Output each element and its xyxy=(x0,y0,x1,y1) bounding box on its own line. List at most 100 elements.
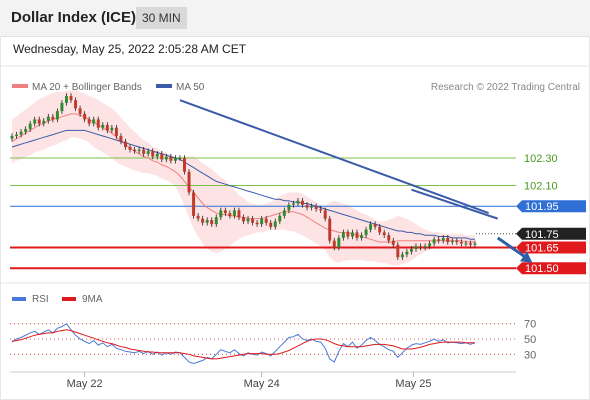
candle-body xyxy=(37,119,41,124)
candle-body xyxy=(173,158,177,161)
candle-body xyxy=(51,116,55,120)
candle-body xyxy=(305,204,309,208)
candle-body xyxy=(387,235,391,241)
rsi-line xyxy=(11,323,476,365)
candle-body xyxy=(350,232,354,237)
candle-body xyxy=(446,237,450,243)
credit-text: Research © 2022 Trading Central xyxy=(431,82,580,93)
candle-body xyxy=(160,153,164,160)
level-label-1: 102.10 xyxy=(524,181,558,193)
candle-body xyxy=(378,226,382,233)
level-tag-4 xyxy=(516,241,586,254)
level-tag-3 xyxy=(516,227,586,240)
candle-body xyxy=(255,222,259,225)
candle-body xyxy=(355,232,359,238)
time-label-1: May 24 xyxy=(244,378,280,390)
candle-body xyxy=(33,119,37,124)
candle-body xyxy=(251,218,255,223)
legend-rsi-swatch xyxy=(12,297,26,301)
candle-body xyxy=(124,141,127,147)
candle-body xyxy=(391,240,395,245)
level-label-4: 101.65 xyxy=(525,243,559,255)
candle-body xyxy=(364,229,368,236)
candle-body xyxy=(228,213,232,216)
candle-body xyxy=(133,149,137,152)
forecast-arrow-shaft xyxy=(496,236,528,259)
candle-body xyxy=(19,131,23,135)
candle-body xyxy=(232,210,236,216)
legend-9ma-swatch xyxy=(62,297,76,301)
candle-body xyxy=(459,242,463,244)
candle-body xyxy=(183,158,186,172)
candle-body xyxy=(291,203,295,205)
candle-body xyxy=(110,127,114,131)
candle-body xyxy=(441,237,445,241)
candle-body xyxy=(178,158,182,159)
legend-9ma-label: 9MA xyxy=(82,294,103,305)
candle-body xyxy=(264,218,268,223)
candle-body xyxy=(269,222,273,227)
candle-body xyxy=(432,239,436,244)
level-tag-2 xyxy=(516,200,586,213)
candle-body xyxy=(46,116,50,121)
interval-badge[interactable]: 30 MIN xyxy=(136,7,187,29)
candle-body xyxy=(151,151,155,157)
forecast-arrow-head xyxy=(520,251,533,263)
candle-body xyxy=(468,243,472,245)
time-label-0: May 22 xyxy=(67,378,103,390)
candle-body xyxy=(214,217,218,225)
candle-body xyxy=(210,220,214,225)
candle-body xyxy=(337,237,341,248)
candle-body xyxy=(223,210,227,214)
instrument-title: Dollar Index (ICE) xyxy=(11,9,137,26)
time-label-2: May 25 xyxy=(395,378,431,390)
level-label-2: 101.95 xyxy=(525,201,559,213)
candle-body xyxy=(114,127,118,136)
candle-body xyxy=(360,235,363,238)
rsi-ma-line xyxy=(11,329,475,360)
candle-body xyxy=(192,192,196,216)
candle-body xyxy=(423,246,427,248)
candle-body xyxy=(428,243,432,247)
candle-body xyxy=(24,129,28,132)
rsi-tick-2: 30 xyxy=(524,349,536,361)
candle-body xyxy=(296,200,300,204)
candle-body xyxy=(405,251,409,255)
candle-body xyxy=(282,210,286,216)
level-tag-5 xyxy=(516,262,586,275)
bollinger-band xyxy=(12,90,475,266)
candle-body xyxy=(83,113,87,120)
candle-body xyxy=(164,156,168,160)
candle-body xyxy=(450,240,454,243)
candle-body xyxy=(55,111,59,120)
candle-body xyxy=(69,96,73,101)
candle-body xyxy=(346,232,350,237)
candle-body xyxy=(219,210,223,218)
candle-body xyxy=(42,120,46,124)
candle-body xyxy=(373,224,377,227)
candle-body xyxy=(10,135,14,139)
trendline-1 xyxy=(411,188,499,220)
legend-bollinger-swatch xyxy=(12,84,28,88)
timestamp: Wednesday, May 25, 2022 2:05:28 AM CET xyxy=(13,42,247,56)
candle-body xyxy=(341,232,345,238)
candle-body xyxy=(28,123,32,130)
candle-body xyxy=(242,217,245,222)
trendline-0 xyxy=(179,99,489,215)
level-label-3: 101.75 xyxy=(525,229,559,241)
candle-body xyxy=(196,215,200,219)
legend-rsi-label: RSI xyxy=(32,294,49,305)
candle-body xyxy=(409,248,413,252)
candle-body xyxy=(464,243,468,245)
candle-body xyxy=(473,243,477,245)
chart-header: Dollar Index (ICE) 30 MIN xyxy=(0,0,590,37)
candle-body xyxy=(105,124,109,131)
candle-body xyxy=(128,146,132,150)
candle-body xyxy=(201,218,205,223)
candle-body xyxy=(101,124,105,128)
candle-body xyxy=(400,254,404,258)
candle-body xyxy=(15,134,19,136)
price-panel: 102.30 102.10 101.95 101.75 101.65 101.50 xyxy=(10,90,586,275)
candle-body xyxy=(87,119,91,124)
